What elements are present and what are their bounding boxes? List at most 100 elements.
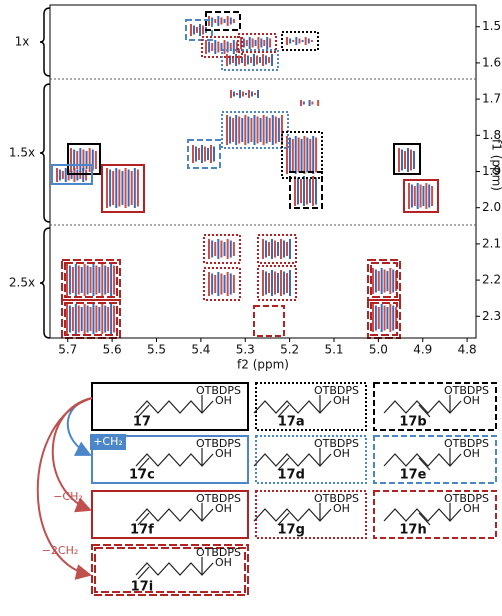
peak <box>253 115 255 145</box>
peak <box>227 272 229 296</box>
peak <box>280 270 282 296</box>
peak <box>205 40 207 54</box>
peak <box>66 264 68 296</box>
peak <box>113 266 115 295</box>
peak <box>244 54 246 66</box>
arrow-label: −2CH₂ <box>42 544 79 557</box>
peak <box>227 239 229 259</box>
peak <box>286 273 288 293</box>
peak <box>233 242 235 256</box>
peak <box>246 40 248 46</box>
y-tick-label: 1.5 <box>482 19 501 33</box>
peak <box>214 19 216 23</box>
peak <box>86 151 88 169</box>
peak <box>312 136 314 174</box>
peak <box>260 39 262 48</box>
peak <box>233 40 235 54</box>
peak <box>253 54 255 66</box>
peak <box>269 118 271 142</box>
peak <box>90 307 92 331</box>
peak <box>411 185 413 208</box>
peak <box>283 272 285 295</box>
peak <box>302 40 304 42</box>
peak <box>292 139 294 171</box>
peak <box>107 267 109 293</box>
peak <box>244 115 246 145</box>
peak <box>266 37 268 49</box>
y-tick-label: 2.0 <box>482 200 501 214</box>
peak <box>112 171 114 205</box>
peak <box>110 304 112 334</box>
arrow-label: −CH₂ <box>53 490 83 503</box>
substituent: OH <box>333 502 350 515</box>
peak <box>384 270 386 293</box>
peak <box>298 138 300 173</box>
peak <box>431 186 433 206</box>
peak <box>303 176 305 206</box>
substituent: OH <box>215 502 232 515</box>
x-tick-label: 5.2 <box>280 343 299 357</box>
x-tick-label: 5.5 <box>147 343 166 357</box>
peak <box>392 306 394 331</box>
peak <box>125 168 127 208</box>
peak <box>420 185 422 208</box>
peak <box>303 136 305 174</box>
peak <box>262 239 264 259</box>
y-tick-label: 2.1 <box>482 236 501 250</box>
peak <box>289 270 291 296</box>
peak <box>274 272 276 295</box>
peak <box>217 16 219 26</box>
peak <box>242 92 244 97</box>
peak <box>78 306 80 333</box>
compound-label: 17f <box>130 523 154 538</box>
x-axis-label: f2 (ppm) <box>237 358 289 372</box>
peaks <box>56 16 433 334</box>
peak <box>262 54 264 66</box>
peak <box>239 90 241 98</box>
peak <box>292 40 294 42</box>
peak <box>372 304 374 332</box>
peak <box>238 56 240 65</box>
peak <box>201 145 203 163</box>
peak <box>72 307 74 331</box>
peak <box>268 273 270 293</box>
peak <box>72 267 74 293</box>
peak <box>220 241 222 258</box>
x-tick-label: 5.7 <box>58 343 77 357</box>
peak <box>101 264 103 296</box>
compound-label: 17d <box>277 468 304 483</box>
peak <box>224 40 226 54</box>
peak <box>95 306 97 333</box>
peak <box>294 176 296 206</box>
peak <box>306 138 308 173</box>
peak <box>217 42 219 53</box>
peak <box>425 183 427 209</box>
peak <box>265 56 267 65</box>
peak <box>196 27 198 33</box>
scale-label: 2.5x <box>9 276 35 290</box>
peak <box>224 275 226 293</box>
peak <box>422 186 424 206</box>
peak <box>230 274 232 295</box>
peak <box>311 102 313 105</box>
peak <box>315 178 317 205</box>
peak <box>84 304 86 334</box>
peak <box>211 43 213 51</box>
peak <box>305 37 307 45</box>
peak <box>249 37 251 49</box>
peak <box>265 241 267 258</box>
peak <box>109 170 111 207</box>
peak <box>381 268 383 294</box>
peak <box>106 168 108 208</box>
peak <box>84 264 86 296</box>
peak <box>286 37 288 45</box>
peak <box>386 307 388 329</box>
peak <box>90 267 92 293</box>
peak <box>309 179 311 203</box>
peak <box>73 150 75 171</box>
peak <box>401 150 403 171</box>
peak <box>78 266 80 295</box>
peak <box>398 148 400 172</box>
scale-brace <box>40 8 50 76</box>
